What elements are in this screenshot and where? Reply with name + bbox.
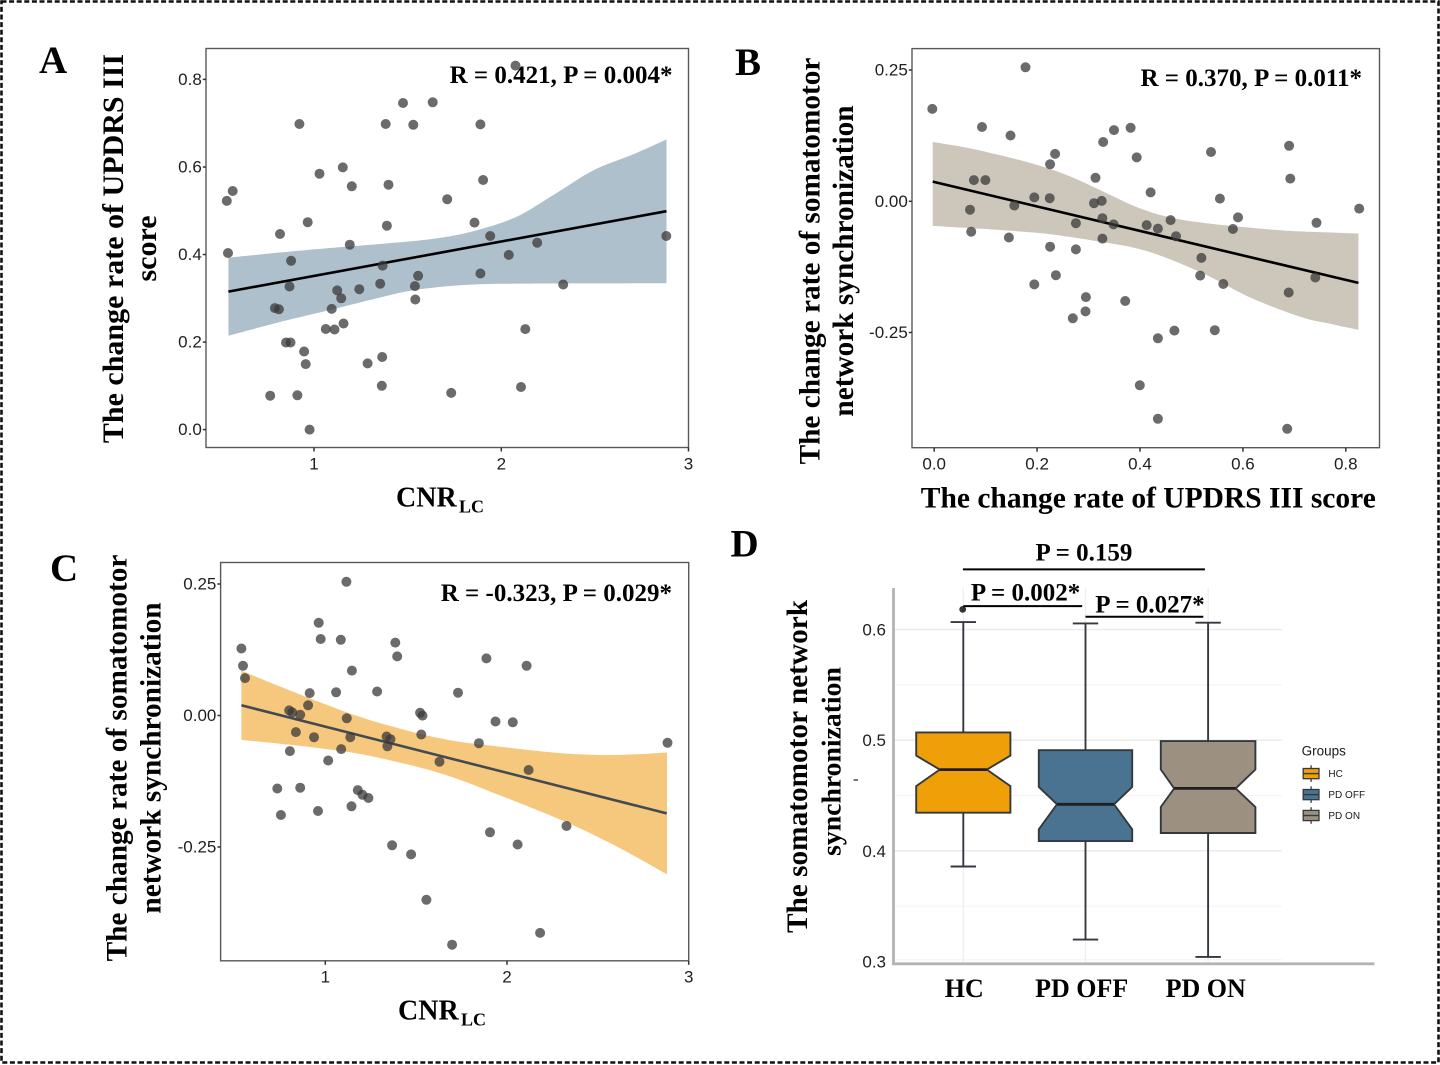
svg-text:-0.25: -0.25 <box>869 323 908 342</box>
svg-text:0.8: 0.8 <box>178 70 202 89</box>
svg-text:network synchronization: network synchronization <box>828 105 860 416</box>
svg-text:network synchronization: network synchronization <box>136 602 168 913</box>
svg-text:R = 0.421, P = 0.004*: R = 0.421, P = 0.004* <box>450 62 673 89</box>
svg-text:0.5: 0.5 <box>862 731 886 750</box>
svg-text:0.25: 0.25 <box>875 61 908 80</box>
svg-text:synchronization: synchronization <box>816 667 847 856</box>
svg-text:3: 3 <box>684 455 693 474</box>
svg-text:PD OFF: PD OFF <box>1035 974 1128 1003</box>
svg-text:The change rate of somatomotor: The change rate of somatomotor <box>102 555 134 962</box>
svg-text:CNR: CNR <box>398 996 459 1027</box>
svg-text:-0.25: -0.25 <box>178 838 217 857</box>
svg-text:The change rate of UPDRS III s: The change rate of UPDRS III score <box>921 483 1376 515</box>
svg-text:PD ON: PD ON <box>1328 811 1360 822</box>
svg-text:0.8: 0.8 <box>1334 455 1358 474</box>
svg-text:A: A <box>39 39 67 82</box>
svg-text:D: D <box>731 523 759 566</box>
svg-text:P = 0.002*: P = 0.002* <box>971 580 1080 607</box>
svg-text:P = 0.159: P = 0.159 <box>1035 540 1132 567</box>
svg-text:0.6: 0.6 <box>1231 455 1255 474</box>
svg-text:C: C <box>50 547 78 590</box>
svg-text:0.4: 0.4 <box>178 245 202 264</box>
svg-text:HC: HC <box>1328 769 1342 780</box>
svg-text:0.6: 0.6 <box>178 158 202 177</box>
svg-text:0.0: 0.0 <box>178 420 202 439</box>
svg-text:R = 0.370, P = 0.011*: R = 0.370, P = 0.011* <box>1140 65 1362 92</box>
svg-text:0.0: 0.0 <box>922 455 946 474</box>
svg-text:1: 1 <box>309 455 318 474</box>
svg-text:0.00: 0.00 <box>183 706 216 725</box>
svg-text:P = 0.027*: P = 0.027* <box>1095 592 1204 619</box>
svg-text:0.3: 0.3 <box>862 953 886 972</box>
svg-text:The somatomotor network: The somatomotor network <box>782 599 814 933</box>
svg-text:2: 2 <box>502 968 511 987</box>
svg-text:score: score <box>130 215 163 281</box>
svg-text:0.2: 0.2 <box>178 333 202 352</box>
svg-text:PD ON: PD ON <box>1166 974 1246 1003</box>
svg-text:0.4: 0.4 <box>1128 455 1152 474</box>
svg-text:B: B <box>735 41 761 84</box>
svg-text:HC: HC <box>945 974 984 1003</box>
svg-text:The change rate of somatomotor: The change rate of somatomotor <box>794 58 826 465</box>
svg-text:LC: LC <box>461 1010 486 1030</box>
svg-text:Groups: Groups <box>1302 744 1347 759</box>
svg-text:The change rate of UPDRS III: The change rate of UPDRS III <box>97 54 130 443</box>
svg-text:R = -0.323, P = 0.029*: R = -0.323, P = 0.029* <box>441 580 672 607</box>
svg-text:3: 3 <box>684 968 693 987</box>
svg-text:1: 1 <box>321 968 330 987</box>
svg-text:PD OFF: PD OFF <box>1328 790 1365 801</box>
svg-text:0.25: 0.25 <box>183 575 216 594</box>
svg-text:0.2: 0.2 <box>1025 455 1049 474</box>
svg-text:LC: LC <box>459 497 484 517</box>
svg-text:CNR: CNR <box>396 483 457 514</box>
svg-text:0.6: 0.6 <box>862 621 886 640</box>
svg-text:0.4: 0.4 <box>862 842 886 861</box>
svg-text:2: 2 <box>497 455 506 474</box>
svg-text:0.00: 0.00 <box>875 192 908 211</box>
